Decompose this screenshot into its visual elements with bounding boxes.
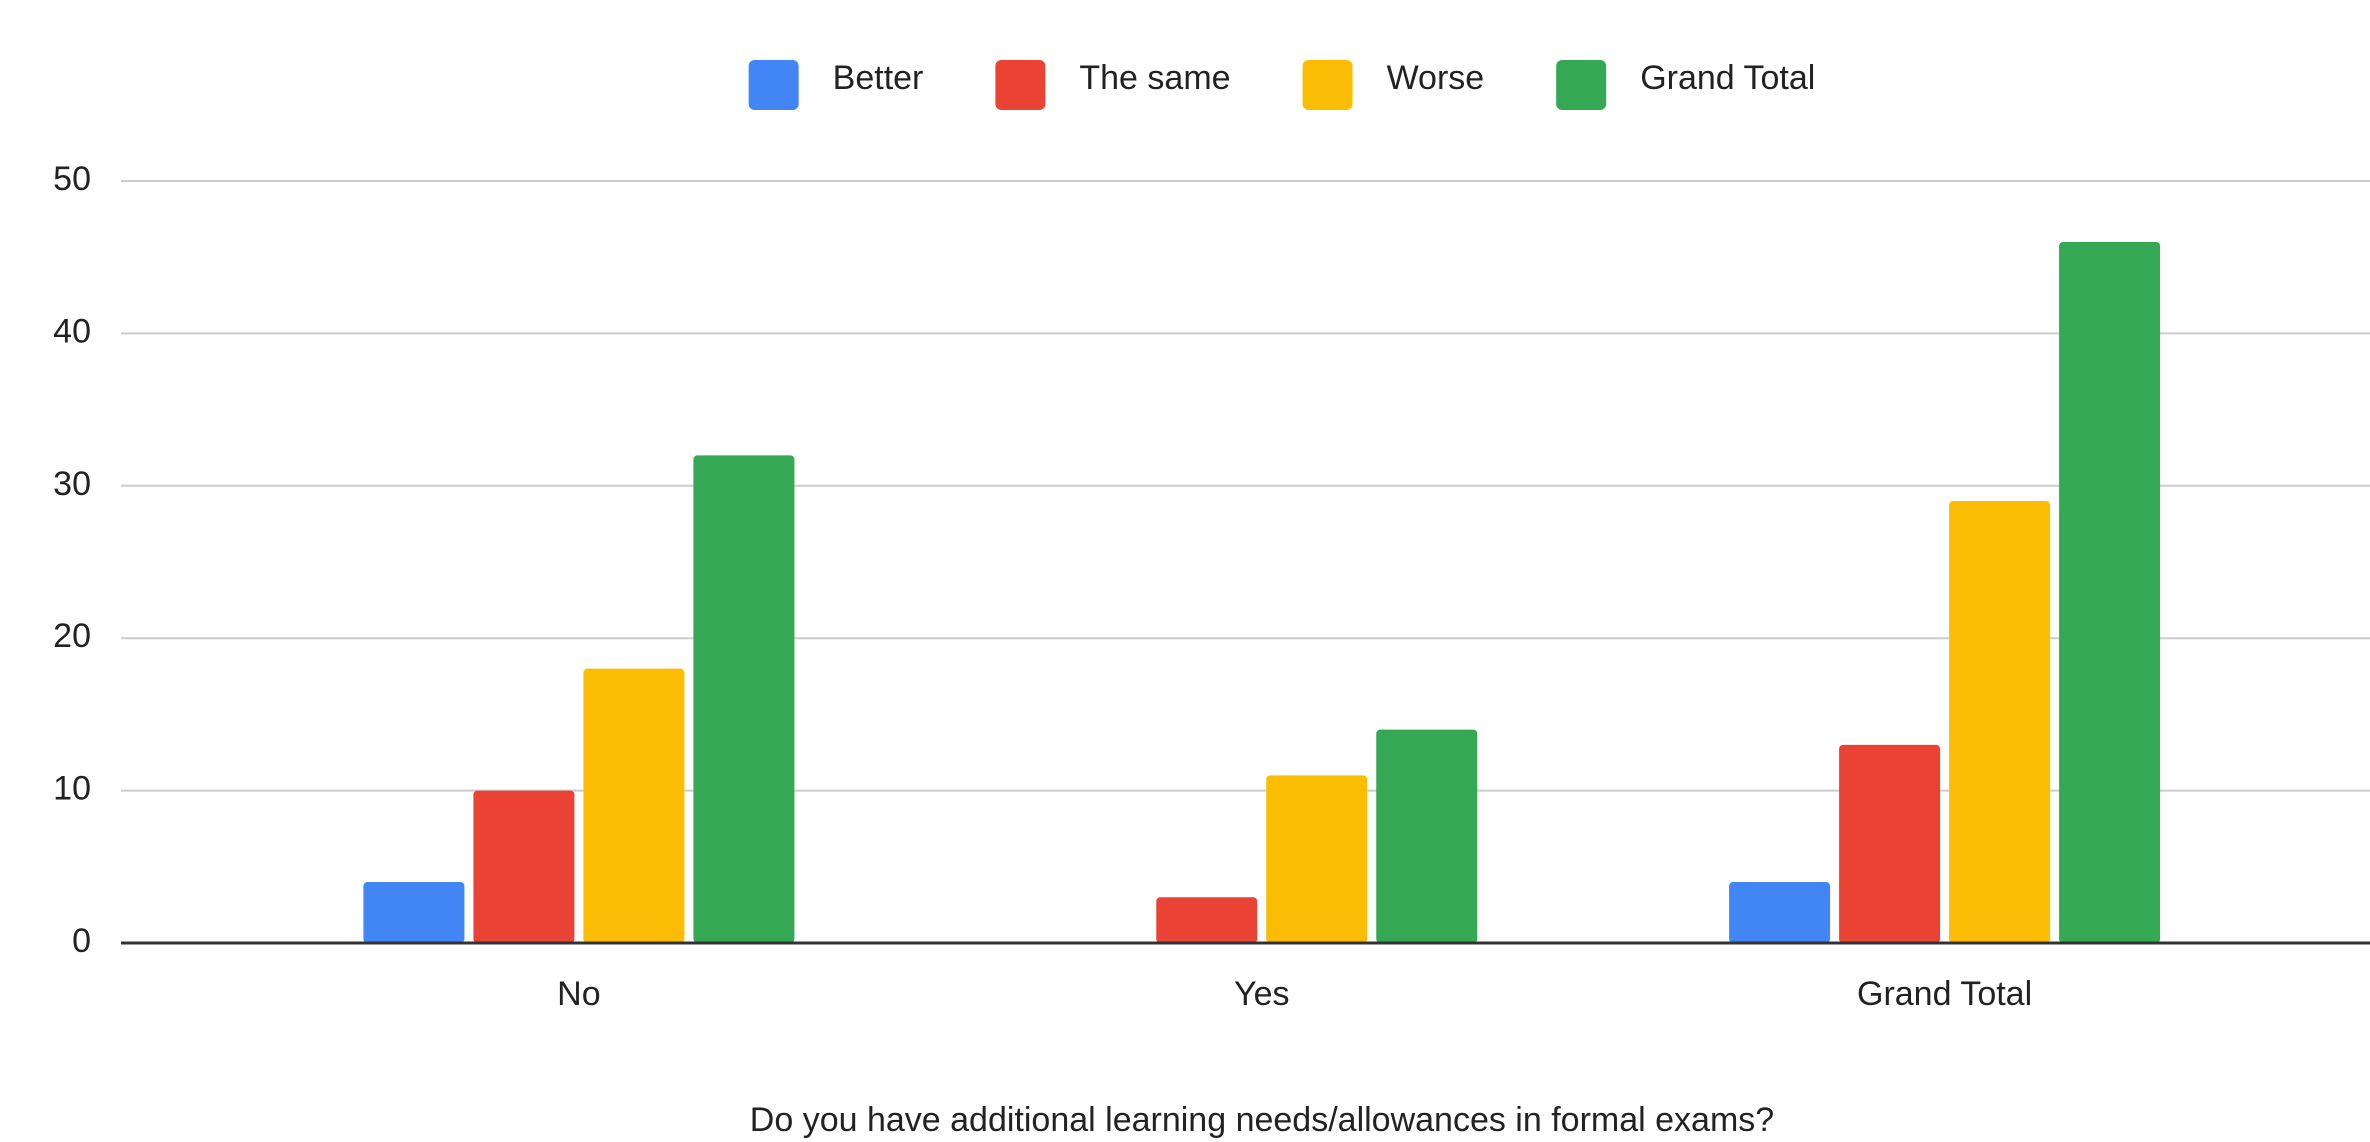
bar bbox=[1949, 501, 2051, 943]
legend-swatch bbox=[748, 60, 799, 110]
legend-label: Better bbox=[833, 59, 924, 97]
x-tick-label: Grand Total bbox=[1857, 975, 2032, 1013]
legend-swatch bbox=[995, 60, 1046, 110]
bar bbox=[473, 790, 575, 943]
bar bbox=[1156, 897, 1258, 943]
x-axis-title: Do you have additional learning needs/al… bbox=[750, 1101, 1774, 1139]
bar bbox=[1266, 775, 1368, 943]
y-tick-label: 0 bbox=[72, 922, 91, 960]
x-tick-label: No bbox=[557, 975, 600, 1013]
legend-swatch bbox=[1302, 60, 1353, 110]
y-tick-label: 10 bbox=[53, 770, 91, 808]
bar bbox=[2059, 241, 2161, 943]
bar bbox=[1376, 729, 1478, 943]
legend: Better The same Worse Grand Total bbox=[748, 59, 1815, 110]
y-tick-label: 20 bbox=[53, 617, 91, 655]
x-tick-label: Yes bbox=[1234, 975, 1289, 1013]
legend-swatch bbox=[1556, 60, 1607, 110]
legend-label: The same bbox=[1079, 59, 1230, 97]
legend-label: Grand Total bbox=[1640, 59, 1815, 97]
legend-label: Worse bbox=[1387, 59, 1485, 97]
y-tick-label: 30 bbox=[53, 465, 91, 503]
bar bbox=[583, 668, 685, 943]
y-tick-label: 40 bbox=[53, 312, 91, 350]
y-tick-label: 50 bbox=[53, 160, 91, 198]
bar bbox=[693, 455, 795, 943]
bar bbox=[1839, 744, 1941, 943]
bar bbox=[1729, 882, 1831, 943]
bar bbox=[363, 882, 465, 943]
